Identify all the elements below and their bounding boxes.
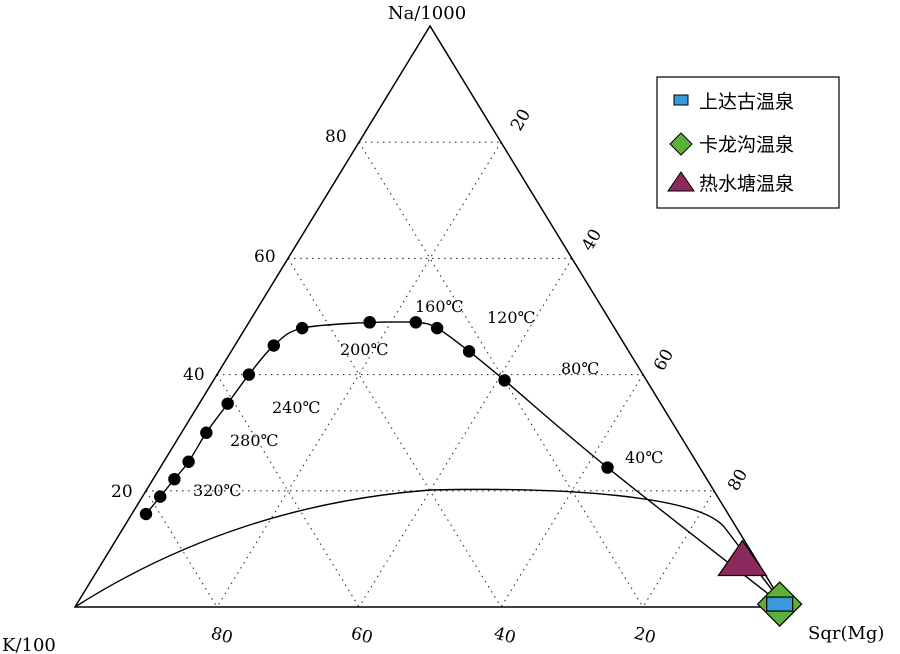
grid-line-mg-40 xyxy=(358,258,573,608)
equilibrium-curves xyxy=(74,321,786,608)
equilibrium-point-13 xyxy=(462,345,476,358)
right-tick-40: 40 xyxy=(578,226,606,255)
temp-label-200: 200℃ xyxy=(340,340,388,359)
equilibrium-point-10 xyxy=(363,316,376,329)
grid-line-k-40 xyxy=(287,258,502,608)
left-tick-80: 80 xyxy=(325,127,347,147)
equilibrium-point-1 xyxy=(154,490,167,503)
temp-label-280: 280℃ xyxy=(230,431,278,450)
equilibrium-point-0 xyxy=(139,507,153,521)
temp-label-320: 320℃ xyxy=(193,481,241,500)
equilibrium-point-12 xyxy=(430,321,444,335)
sample-marker-triangle xyxy=(717,539,768,577)
bottom-tick-80: 80 xyxy=(209,624,235,649)
triangle-frame xyxy=(73,24,787,608)
equilibrium-point-7 xyxy=(267,339,280,352)
right-tick-20: 20 xyxy=(507,106,535,135)
equilibrium-point-15 xyxy=(601,461,614,474)
equilibrium-point-11 xyxy=(409,316,422,329)
right-tick-80: 80 xyxy=(724,466,752,495)
temp-label-80: 80℃ xyxy=(561,359,599,378)
legend-triangle-icon xyxy=(667,171,695,192)
grid-line-k-20 xyxy=(358,141,644,608)
legend-diamond-icon xyxy=(669,132,693,156)
equilibrium-points xyxy=(139,316,614,521)
vertex-label-top: Na/1000 xyxy=(388,3,466,24)
legend: 上达古温泉 卡龙沟温泉 热水塘温泉 xyxy=(656,76,840,209)
legend-label-1: 卡龙沟温泉 xyxy=(699,134,794,156)
legend-square-icon xyxy=(673,94,689,106)
grid-line-k-80 xyxy=(145,490,218,608)
equilibrium-point-2 xyxy=(168,472,181,486)
legend-label-0: 上达古温泉 xyxy=(699,91,794,113)
equilibrium-point-5 xyxy=(221,397,234,410)
left-tick-40: 40 xyxy=(183,365,205,385)
sample-marker-square xyxy=(766,596,794,612)
legend-label-2: 热水塘温泉 xyxy=(699,173,794,195)
equilibrium-point-6 xyxy=(242,368,256,381)
temp-label-120: 120℃ xyxy=(487,308,535,327)
bottom-tick-40: 40 xyxy=(492,624,518,649)
triangle-outline xyxy=(73,24,787,608)
equilibrium-point-4 xyxy=(200,426,213,439)
temp-label-40: 40℃ xyxy=(625,448,663,467)
left-tick-20: 20 xyxy=(111,482,133,502)
vertex-label-left: K/100 xyxy=(2,635,56,654)
equilibrium-point-3 xyxy=(182,455,195,468)
grid-line-mg-20 xyxy=(216,141,502,608)
equilibrium-point-8 xyxy=(296,321,309,335)
grid-lines xyxy=(145,141,715,608)
right-tick-60: 60 xyxy=(650,346,678,375)
partial-equilibrium-curve xyxy=(74,488,786,608)
vertex-label-right: Sqr(Mg) xyxy=(808,623,884,644)
temp-label-160: 160℃ xyxy=(415,297,463,316)
bottom-tick-60: 60 xyxy=(349,624,375,649)
temp-label-240: 240℃ xyxy=(272,398,320,417)
left-tick-60: 60 xyxy=(254,247,276,267)
full-equilibrium-curve xyxy=(145,321,786,608)
sample-markers xyxy=(717,539,803,627)
bottom-tick-20: 20 xyxy=(632,624,658,649)
grid-line-mg-80 xyxy=(642,490,715,608)
equilibrium-point-14 xyxy=(498,374,511,387)
